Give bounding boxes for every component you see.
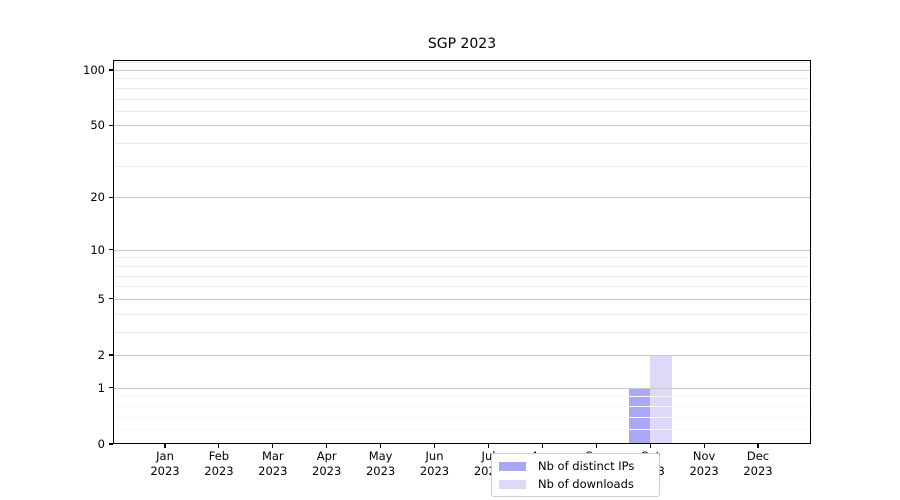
x-tick-label: Apr 2023 [312,449,342,478]
legend: Nb of distinct IPs Nb of downloads [491,453,660,497]
legend-item: Nb of distinct IPs [499,457,659,475]
x-tick-mark [487,444,490,448]
y-tick-label: 1 [97,380,105,395]
gridline [113,396,811,398]
x-tick-label: Jun 2023 [419,449,450,478]
x-tick-mark [757,444,759,448]
gridline [113,249,811,251]
y-tick-mark [109,387,113,389]
y-tick-label: 20 [90,190,105,205]
y-tick-label: 10 [90,242,105,257]
legend-label: Nb of downloads [538,477,634,491]
gridline [113,70,811,71]
gridline [113,62,811,64]
x-tick-label: Nov 2023 [689,449,719,478]
gridline [113,165,811,167]
x-tick-mark [380,444,382,448]
gridline [113,265,811,267]
y-tick-mark [109,124,113,126]
gridline [113,257,811,259]
y-tick-label: 50 [90,118,105,133]
gridline [113,275,811,277]
gridline [113,143,811,145]
x-tick-label: Dec 2023 [743,449,773,478]
y-tick-label: 2 [97,348,105,362]
legend-item: Nb of downloads [499,475,659,493]
gridline [113,313,811,315]
gridline [113,286,811,288]
y-tick-mark [109,298,113,300]
plot-frame [113,60,811,444]
y-tick-mark [109,354,113,356]
gridline [113,405,811,407]
x-tick-mark [218,444,220,448]
gridline [113,298,811,300]
y-tick-label: 0 [97,437,105,451]
x-tick-mark [272,444,274,448]
gridline [113,78,811,80]
y-tick-mark [109,196,113,198]
x-tick-label: May 2023 [365,449,396,478]
x-tick-mark [541,444,543,448]
legend-label: Nb of distinct IPs [538,459,635,473]
y-tick-label: 5 [97,291,105,306]
x-tick-mark [164,444,166,448]
gridline [113,197,811,199]
gridline [113,429,811,431]
chart-title: SGP 2023 [427,36,497,52]
plot-area: Nb of distinct IPs Nb of downloads [113,60,811,497]
x-tick-mark [703,444,705,448]
gridline [113,387,811,389]
legend-swatch-distinct-ips [499,461,526,471]
x-tick-mark [595,444,597,448]
gridline [113,87,811,89]
gridline [113,110,811,112]
bar-nb-of-downloads [650,355,672,444]
x-tick-label: Feb 2023 [204,449,234,478]
y-tick-mark [109,69,113,71]
y-tick-label: 100 [83,63,105,77]
x-tick-label: Mar 2023 [258,449,288,478]
gridline [113,125,811,127]
gridline [113,355,811,356]
x-tick-mark [326,444,328,448]
gridline [113,331,811,333]
legend-swatch-downloads [499,479,526,489]
gridline [113,98,811,100]
y-tick-mark [109,443,113,445]
gridline [113,416,811,418]
x-tick-mark [433,444,436,448]
x-tick-label: Jan 2023 [150,449,180,478]
y-tick-mark [109,249,113,251]
x-tick-mark [649,444,651,448]
